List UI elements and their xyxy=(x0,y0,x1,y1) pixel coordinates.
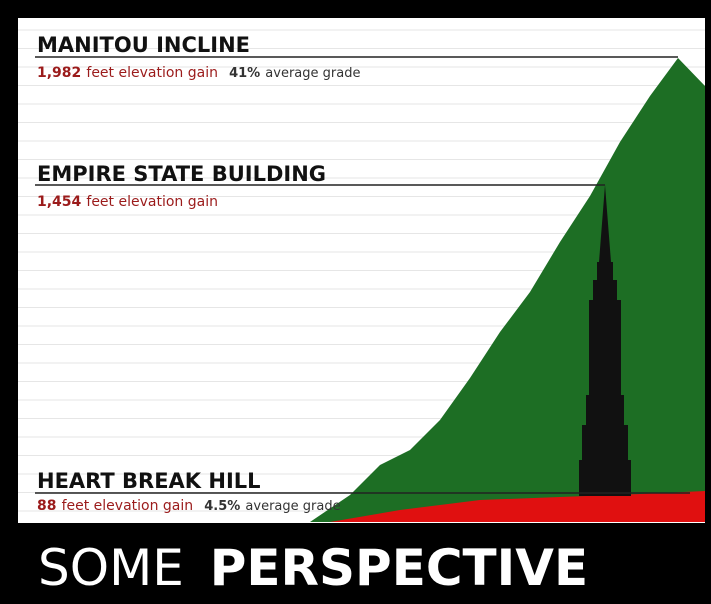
value: 88 xyxy=(37,498,56,514)
stat: 1,982 feet elevation gain 41% average gr… xyxy=(37,62,360,81)
hill xyxy=(330,491,705,522)
title: MANITOU INCLINE xyxy=(37,33,250,57)
title: HEART BREAK HILL xyxy=(37,469,261,493)
title: EMPIRE STATE BUILDING xyxy=(37,162,326,186)
footer-light: SOME xyxy=(38,539,184,597)
value: 1,454 xyxy=(37,194,82,210)
unit: feet elevation gain xyxy=(86,65,218,81)
grade: 41% xyxy=(229,66,260,81)
grade-text: average grade xyxy=(245,499,340,514)
value: 1,982 xyxy=(37,65,81,81)
stat: 88 feet elevation gain 4.5% average grad… xyxy=(37,495,341,514)
grade: 4.5% xyxy=(204,499,240,514)
grade-text: average grade xyxy=(265,66,360,81)
unit: feet elevation gain xyxy=(86,194,218,210)
building xyxy=(579,185,631,496)
unit: feet elevation gain xyxy=(62,498,194,514)
footer-bold: PERSPECTIVE xyxy=(210,539,588,597)
footer: SOME PERSPECTIVE xyxy=(38,539,588,597)
stat: 1,454 feet elevation gain xyxy=(37,191,218,210)
